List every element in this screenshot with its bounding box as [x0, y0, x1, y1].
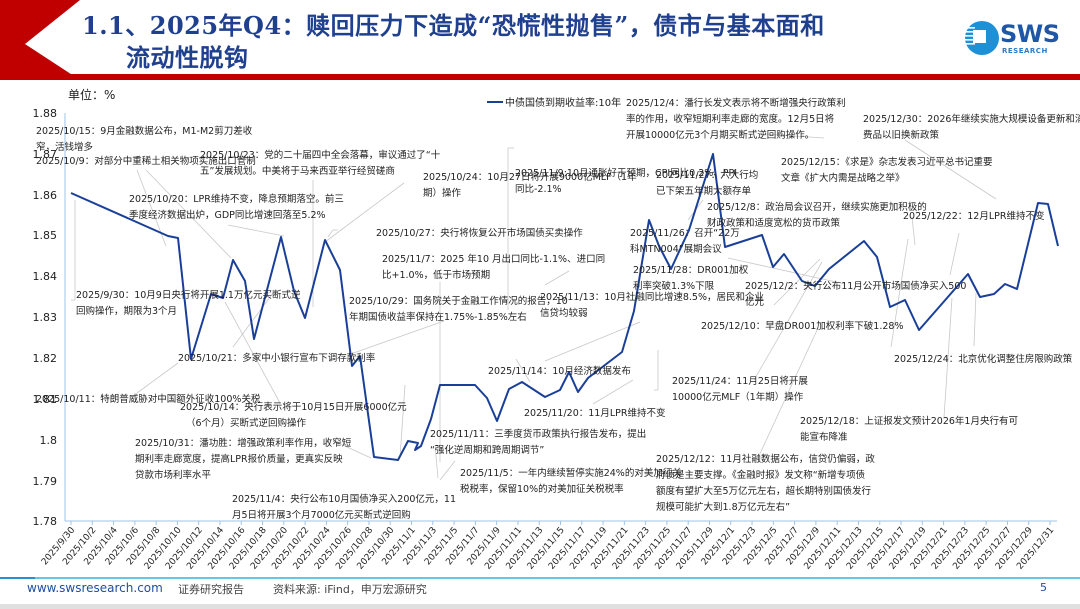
unit-label: 单位：%	[68, 88, 116, 102]
logo-subtext: RESEARCH	[1002, 47, 1048, 55]
annotation-1031: 2025/10/31：潘功胜：增强政策利率作用，收窄短 期利率走廊宽度，提高LP…	[135, 438, 352, 481]
annotation-1011: 2025/10/11：特朗普威胁对中国额外征收100%关税	[36, 394, 261, 405]
annotation-1009: 2025/10/9：对部分中重稀土相关物项实施出口管制	[36, 156, 256, 167]
y-axis-ticks: 1.88 1.87 1.86 1.85 1.84 1.83 1.82 1.81 …	[33, 107, 58, 528]
annotation-1024: 2025/10/24：10月27日将开展9000亿MLF（1年 期）操作	[423, 172, 637, 199]
annotation-1113: 2025/11/13：10月社融同比增速8.5%，居民和企业 信贷均较弱	[540, 292, 764, 319]
annotation-1222: 2025/12/22：12月LPR维持不变	[903, 211, 1045, 222]
annotation-1128: 2025/11/28：DR001加权 利率突破1.3%下限	[633, 265, 749, 292]
footer-report-label: 证券研究报告	[178, 583, 244, 596]
annotation-1212: 2025/12/12：11月社融数据公布，信贷仍偏弱，政 府债是主要支撑。《金融…	[656, 454, 875, 513]
svg-text:1.83: 1.83	[33, 311, 58, 324]
annotation-1120: 2025/11/20：11月LPR维持不变	[524, 408, 666, 419]
annotation-1020: 2025/10/20：LPR维持不变，降息预期落空。前三 季度经济数据出炉，GD…	[129, 194, 344, 221]
title-line-2: 流动性脱钩	[126, 43, 249, 72]
annotation-1204: 2025/12/4：潘行长发文表示将不断增强央行政策利 率的作用，收窄短期利率走…	[626, 98, 846, 141]
annotation-1111: 2025/11/11：三季度货币政策执行报告发布，提出 “强化逆周期和跨周期调节…	[430, 429, 647, 456]
svg-text:1.86: 1.86	[33, 189, 58, 202]
annotation-1230: 2025/12/30：2026年继续实施大规模设备更新和消 费品以旧换新政策	[863, 114, 1080, 141]
annotation-1215: 2025/12/15：《求是》杂志发表习近平总书记重要 文章《扩大内需是战略之举…	[781, 157, 993, 184]
annotation-1208: 2025/12/8：政治局会议召开，继续实施更加积极的 财政政策和适度宽松的货币…	[707, 202, 927, 229]
svg-text:1.8: 1.8	[40, 434, 58, 447]
annotation-1224: 2025/12/24：北京优化调整住房限购政策	[894, 354, 1073, 365]
svg-text:1.82: 1.82	[33, 352, 58, 365]
annotation-leader-lines	[71, 133, 997, 481]
annotation-1218: 2025/12/18：上证报发文预计2026年1月央行有可 能宣布降准	[800, 416, 1018, 443]
footer-divider	[0, 577, 1080, 579]
page-title: 1.1、2025年Q4：赎回压力下造成“恐慌性抛售”，债市与基本面和 流动性脱钩	[82, 10, 825, 74]
svg-text:1.84: 1.84	[33, 270, 58, 283]
footer-source: 资料来源: iFind，申万宏源研究	[273, 583, 427, 596]
annotation-1109: 2025/11/9:10月通胀好于预期，CPI同比0.2%、PPI 同比-2.1…	[515, 168, 738, 195]
legend-swatch	[487, 100, 503, 103]
annotation-1105: 2025/11/5：一年内继续暂停实施24%的对美加征关 税税率，保留10%的对…	[460, 468, 682, 495]
annotation-1014: 2025/10/14：央行表示将于10月15日开展6000亿元 （6个月）买断式…	[180, 402, 407, 429]
annotation-1015: 2025/10/15：9月金融数据公布，M1-M2剪刀差收 窄，活钱增多	[36, 126, 253, 153]
annotation-1127: 2025/11/27：六大行均 已下架五年期大额存单	[656, 170, 759, 197]
annotation-1126: 2025/11/26：召开“22万 科MTN004”展期会议	[630, 228, 740, 255]
svg-text:1.88: 1.88	[33, 107, 58, 120]
chart-legend: 中债国债到期收益率:10年	[487, 94, 621, 109]
bottom-strip	[0, 604, 1080, 609]
legend-label: 中债国债到期收益率:10年	[505, 98, 622, 109]
annotation-1202: 2025/12/2：央行公布11月公开市场国债净买入500 亿元	[745, 281, 967, 308]
svg-text:1.87: 1.87	[33, 148, 58, 161]
annotation-0930: 2025/9/30：10月9日央行将开展1.1万亿元买断式逆 回购操作，期限为3…	[76, 290, 301, 317]
svg-text:1.81: 1.81	[33, 393, 58, 406]
header-divider	[70, 74, 1080, 80]
annotation-1023: 2025/10/23：党的二十届四中全会落幕，审议通过了“十 五”发展规划。中美…	[200, 150, 441, 177]
annotation-1124: 2025/11/24：11月25日将开展 10000亿元MLF（1年期）操作	[672, 376, 808, 403]
yield-series-line	[70, 153, 1059, 461]
svg-text:1.85: 1.85	[33, 229, 58, 242]
annotation-1029: 2025/10/29：国务院关于金融工作情况的报告，10 年期国债收益率保持在1…	[349, 296, 568, 323]
annotation-1027: 2025/10/27：央行将恢复公开市场国债买卖操作	[376, 228, 583, 239]
page-number: 5	[1040, 581, 1047, 594]
annotation-1210: 2025/12/10：早盘DR001加权利率下破1.28%	[701, 321, 904, 332]
x-axis-ticks: 2025/9/302025/10/22025/10/42025/10/62025…	[40, 521, 1056, 572]
annotation-1104: 2025/11/4：央行公布10月国债净买入200亿元，11 月5日将开展3个月…	[232, 494, 457, 521]
annotation-1107: 2025/11/7：2025 年10 月出口同比-1.1%、进口同 比+1.0%…	[382, 254, 606, 281]
annotation-1021: 2025/10/21：多家中小银行宣布下调存款利率	[178, 353, 376, 364]
header-chevron-decoration	[0, 0, 80, 80]
sws-logo-icon	[965, 21, 999, 55]
svg-text:1.79: 1.79	[33, 475, 58, 488]
footer-website-link[interactable]: www.swsresearch.com	[27, 581, 163, 595]
svg-text:1.78: 1.78	[33, 515, 58, 528]
logo-text: SWS	[1000, 20, 1060, 48]
title-line-1: 1.1、2025年Q4：赎回压力下造成“恐慌性抛售”，债市与基本面和	[82, 11, 825, 40]
annotation-1114: 2025/11/14：10月经济数据发布	[488, 366, 631, 377]
footer-divider-accent	[0, 577, 35, 579]
